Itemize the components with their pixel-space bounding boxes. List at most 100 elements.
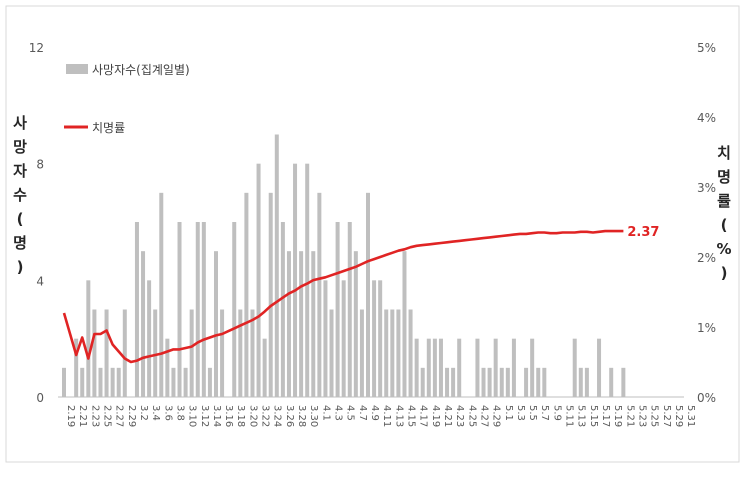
left-axis-title: 사망자수 (명) xyxy=(13,114,27,276)
x-tick-label: 3.20 xyxy=(247,405,258,427)
bar xyxy=(432,338,437,397)
x-tick-label: 5.23 xyxy=(637,405,648,427)
bar xyxy=(293,163,298,397)
bar xyxy=(250,309,255,397)
x-tick-label: 4.15 xyxy=(405,405,416,427)
bar xyxy=(286,251,291,397)
right-tick-label: 4% xyxy=(697,111,716,125)
x-tick-label: 2.23 xyxy=(89,405,100,427)
x-tick-label: 5.19 xyxy=(612,405,623,427)
bar xyxy=(353,251,358,397)
x-tick-label: 4.25 xyxy=(466,405,477,427)
x-tick-label: 4.3 xyxy=(333,405,344,421)
legend-bar-label: 사망자수(집계일별) xyxy=(92,63,190,77)
x-tick-label: 4.21 xyxy=(442,405,453,427)
x-tick-label: 4.29 xyxy=(491,405,502,427)
bar xyxy=(311,251,316,397)
x-tick-label: 5.29 xyxy=(673,405,684,427)
x-tick-label: 3.4 xyxy=(150,405,161,421)
x-tick-label: 5.31 xyxy=(685,405,696,427)
right-tick-label: 5% xyxy=(697,41,716,55)
bar xyxy=(329,309,334,397)
legend-bar-swatch xyxy=(66,64,88,74)
bar xyxy=(524,367,529,397)
axis-title-char: ( xyxy=(17,210,24,228)
bar xyxy=(530,338,535,397)
bar xyxy=(92,309,97,397)
x-tick-label: 3.26 xyxy=(284,405,295,427)
x-tick-label: 4.27 xyxy=(478,405,489,427)
x-tick-label: 2.21 xyxy=(77,405,88,427)
bar xyxy=(74,338,79,397)
axis-title-char: 률 xyxy=(717,192,731,210)
bar xyxy=(220,309,225,397)
left-tick-label: 4 xyxy=(36,274,44,288)
x-tick-label: 3.16 xyxy=(223,405,234,427)
bar xyxy=(299,251,304,397)
x-tick-label: 5.17 xyxy=(600,405,611,427)
x-tick-label: 2.19 xyxy=(65,405,76,427)
bar xyxy=(499,367,504,397)
bar xyxy=(578,367,583,397)
x-tick-label: 4.9 xyxy=(369,405,380,421)
bar xyxy=(171,367,176,397)
bar xyxy=(317,192,322,397)
bar xyxy=(134,222,139,397)
left-tick-label: 8 xyxy=(36,158,44,172)
bar xyxy=(402,251,407,397)
bar xyxy=(597,338,602,397)
bar xyxy=(268,192,273,397)
x-tick-label: 2.27 xyxy=(114,405,125,427)
x-tick-label: 3.8 xyxy=(174,405,185,421)
x-tick-label: 5.27 xyxy=(661,405,672,427)
x-tick-label: 2.25 xyxy=(101,405,112,427)
bar xyxy=(505,367,510,397)
right-tick-label: 1% xyxy=(697,321,716,335)
bar xyxy=(201,222,206,397)
left-tick-label: 0 xyxy=(36,391,44,405)
bar xyxy=(141,251,146,397)
legend-line-label: 치명률 xyxy=(92,121,125,135)
axis-title-char: 치 xyxy=(717,144,731,162)
bar xyxy=(414,338,419,397)
x-tick-label: 3.24 xyxy=(272,405,283,427)
bar xyxy=(420,367,425,397)
right-axis-ticks: 0% 1% 2% 3% 4% 5% xyxy=(697,41,716,405)
x-tick-label: 5.1 xyxy=(503,405,514,421)
bar xyxy=(262,338,267,397)
bar xyxy=(116,367,121,397)
x-tick-label: 4.19 xyxy=(430,405,441,427)
bar xyxy=(445,367,450,397)
axis-title-char: ) xyxy=(721,264,728,282)
bar xyxy=(98,367,103,397)
x-tick-label: 5.9 xyxy=(551,405,562,421)
x-tick-label: 3.22 xyxy=(260,405,271,427)
bar xyxy=(347,222,352,397)
bar xyxy=(110,367,115,397)
right-tick-label: 0% xyxy=(697,391,716,405)
x-tick-label: 4.23 xyxy=(454,405,465,427)
bar xyxy=(256,163,261,397)
bar xyxy=(366,192,370,397)
x-tick-label: 5.25 xyxy=(649,405,660,427)
bar xyxy=(280,222,285,397)
bar xyxy=(609,367,614,397)
bars-layer xyxy=(62,134,626,397)
bar xyxy=(378,280,383,397)
bar xyxy=(621,367,626,397)
bar xyxy=(542,367,547,397)
x-tick-label: 5.5 xyxy=(527,405,538,421)
bar xyxy=(153,309,158,397)
axis-title-char: 명 xyxy=(717,168,731,186)
axis-title-char: ) xyxy=(17,258,24,276)
bar xyxy=(493,338,498,397)
axis-title-char: % xyxy=(716,240,731,258)
bar xyxy=(238,309,243,397)
x-tick-label: 5.3 xyxy=(515,405,526,421)
bar xyxy=(80,367,85,397)
x-tick-label: 3.30 xyxy=(308,405,319,427)
x-tick-label: 2.29 xyxy=(126,405,137,427)
bar xyxy=(451,367,456,397)
axis-title-char: 명 xyxy=(13,234,27,252)
